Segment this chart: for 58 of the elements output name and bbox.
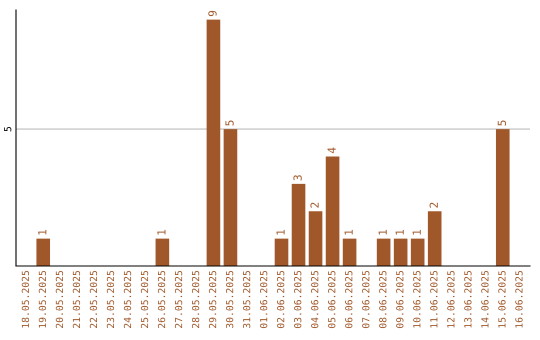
x-tick-label: 19.05.2025 [38, 270, 46, 328]
data-label: 4 [328, 148, 336, 154]
bar [206, 20, 220, 266]
bar [224, 129, 238, 266]
x-tick-label: 14.06.2025 [481, 270, 489, 328]
x-tick-label: 27.05.2025 [174, 270, 182, 328]
data-label: 9 [208, 10, 217, 16]
x-tick-label: 24.05.2025 [124, 270, 132, 328]
x-tick-label: 13.06.2025 [464, 270, 472, 328]
x-tick-label: 30.05.2025 [226, 270, 234, 328]
x-tick-label: 25.05.2025 [140, 270, 148, 328]
x-tick-label: 11.06.2025 [430, 270, 438, 328]
data-label: 1 [412, 230, 421, 235]
x-tick-label: 31.05.2025 [242, 270, 250, 328]
data-label: 1 [38, 230, 46, 235]
x-tick-label: 07.06.2025 [362, 270, 370, 328]
data-label: 1 [157, 230, 166, 235]
x-tick-label: 05.06.2025 [328, 270, 336, 328]
bar [410, 238, 424, 266]
bar [36, 238, 50, 266]
bar [376, 238, 390, 266]
x-tick-label: 28.05.2025 [192, 270, 200, 328]
data-label: 5 [498, 120, 506, 126]
x-tick-label: 20.05.2025 [56, 270, 64, 328]
x-tick-label: 29.05.2025 [208, 270, 216, 328]
data-label: 1 [344, 230, 353, 235]
bar [326, 156, 340, 266]
x-tick-label: 23.05.2025 [106, 270, 114, 328]
x-tick-label: 03.06.2025 [294, 270, 302, 328]
bar [394, 238, 408, 266]
x-tick-label: 22.05.2025 [90, 270, 98, 328]
data-label: 2 [310, 202, 319, 208]
data-label: 1 [396, 230, 404, 235]
x-tick-label: 06.06.2025 [345, 270, 352, 328]
bar [156, 238, 170, 266]
x-tick-label: 16.06.2025 [515, 270, 523, 328]
data-label: 1 [276, 230, 285, 235]
bar [342, 238, 356, 266]
data-label: 1 [378, 230, 387, 235]
x-tick-label: 09.06.2025 [396, 270, 404, 328]
x-tick-label: 15.06.2025 [498, 270, 506, 328]
x-tick-label: 02.06.2025 [277, 270, 284, 328]
bar [428, 211, 442, 266]
bar [308, 211, 322, 266]
x-tick-label: 08.06.2025 [379, 270, 386, 328]
data-label: 2 [430, 202, 438, 208]
data-label: 3 [293, 175, 302, 180]
x-tick-label: 12.06.2025 [447, 270, 455, 328]
bar [274, 238, 288, 266]
x-tick-label: 18.05.2025 [22, 270, 30, 328]
x-tick-label: 26.05.2025 [158, 270, 166, 328]
bar [292, 184, 306, 266]
bar [496, 129, 510, 266]
x-tick-label: 01.06.2025 [260, 270, 268, 328]
x-tick-label: 21.05.2025 [72, 270, 80, 328]
x-tick-label: 10.06.2025 [413, 270, 421, 328]
data-label: 5 [225, 120, 234, 126]
x-tick-label: 04.06.2025 [311, 270, 318, 328]
